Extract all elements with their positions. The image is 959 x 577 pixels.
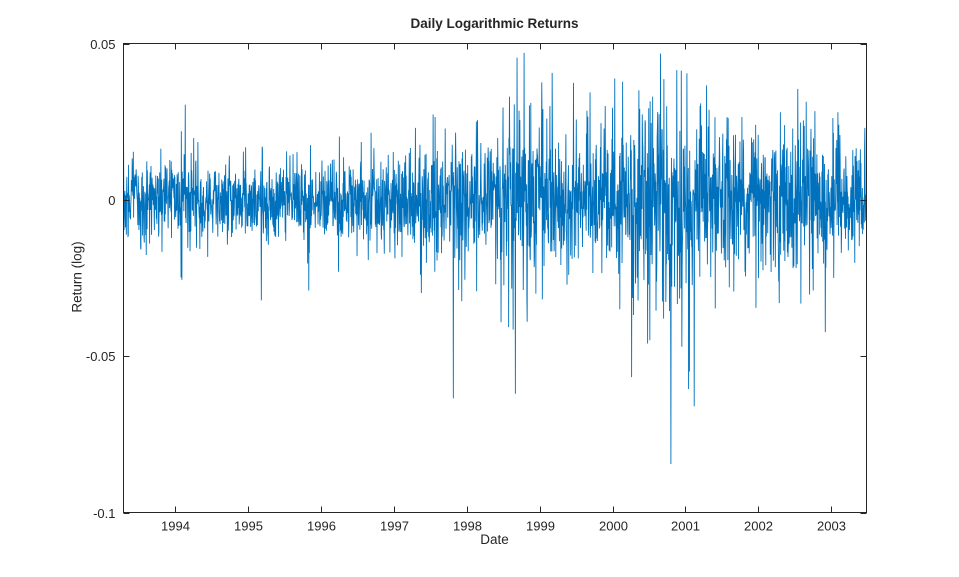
- x-tick-label: 2002: [744, 519, 773, 534]
- y-tick-label: -0.1: [93, 506, 115, 521]
- x-tick-label: 1995: [234, 519, 263, 534]
- plot-area-box: [123, 43, 867, 513]
- y-axis-label: Return (log): [69, 241, 85, 313]
- x-tick-label: 2001: [671, 519, 700, 534]
- chart-title: Daily Logarithmic Returns: [410, 16, 579, 31]
- y-tick-label: 0.05: [90, 37, 115, 52]
- axis-tick-labels: 1994 1995 1996 1997 1998 1999 2000 2001 2002 2003…: [86, 37, 846, 534]
- x-tick-label: 2003: [817, 519, 846, 534]
- y-tick-label: -0.05: [86, 349, 116, 364]
- x-tick-label: 1994: [161, 519, 190, 534]
- x-tick-label: 1998: [453, 519, 482, 534]
- x-tick-label: 1996: [307, 519, 336, 534]
- axis-ticks: [123, 43, 867, 514]
- returns-series-line: [123, 52, 868, 465]
- x-tick-label: 1997: [380, 519, 409, 534]
- y-tick-label: 0: [108, 193, 115, 208]
- x-axis-label: Date: [480, 532, 509, 547]
- x-tick-label: 2000: [599, 519, 628, 534]
- x-tick-label: 1999: [526, 519, 555, 534]
